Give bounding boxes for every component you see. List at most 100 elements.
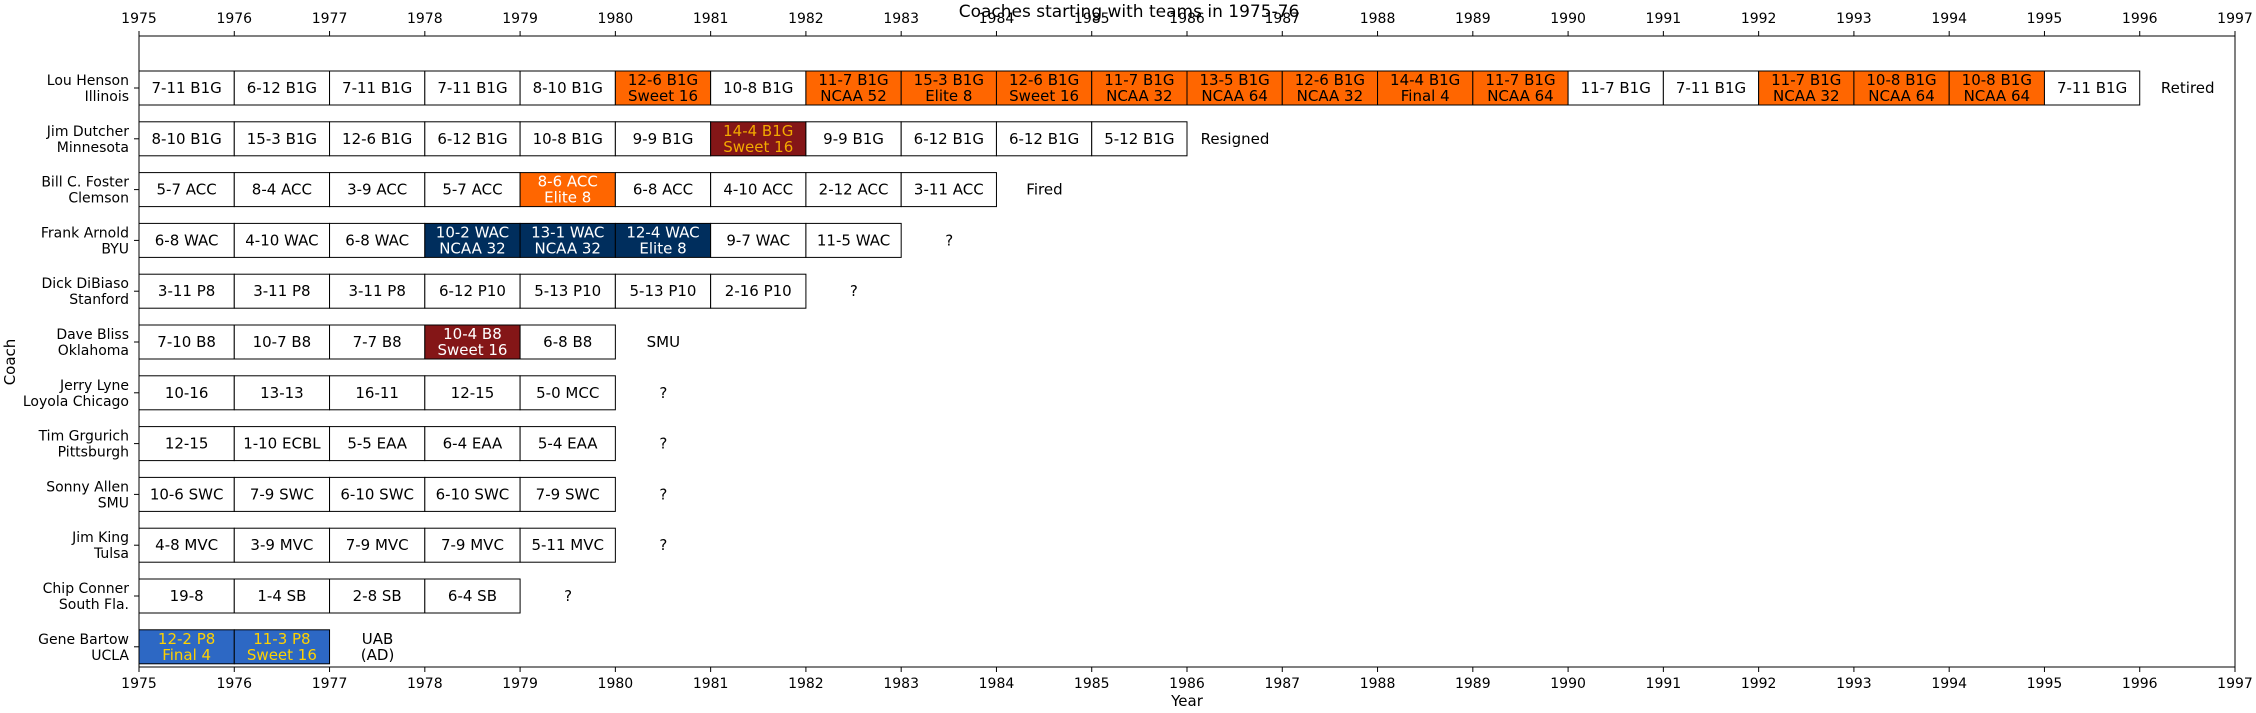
season-record: 11-5 WAC [817, 231, 890, 249]
season-postseason: NCAA 64 [1487, 87, 1554, 105]
season-postseason: Sweet 16 [247, 646, 317, 664]
season-record: 10-8 B1G [1866, 71, 1936, 89]
season-cell [1091, 121, 1188, 157]
season-record: 11-7 B1G [1581, 79, 1651, 97]
x-tick-label-bottom: 1985 [1074, 676, 1110, 692]
season-cell [710, 121, 807, 157]
coach-name: Chip Conner [43, 581, 130, 597]
x-tick-label-top: 1988 [1360, 11, 1396, 27]
team-name: Pittsburgh [58, 445, 129, 461]
x-tick-label-bottom: 1987 [1264, 676, 1300, 692]
x-tick-label-bottom: 1976 [216, 676, 252, 692]
season-cell [329, 426, 426, 462]
season-postseason: Final 4 [162, 646, 211, 664]
career-end-note: ? [659, 536, 667, 554]
season-record: 7-9 SWC [536, 485, 600, 503]
x-tick-label-bottom: 1984 [979, 676, 1015, 692]
career-end-note: ? [564, 587, 572, 605]
season-record: 7-9 MVC [346, 536, 409, 554]
season-cell [233, 222, 331, 258]
season-cell [614, 121, 712, 157]
x-tick-label-top: 1982 [788, 11, 824, 27]
season-postseason: NCAA 32 [534, 239, 601, 257]
x-tick-label-top: 1980 [598, 11, 634, 27]
x-tick-label-bottom: 1980 [598, 676, 634, 692]
career-end-note: Resigned [1201, 130, 1270, 148]
season-record: 7-7 B8 [353, 333, 402, 351]
x-tick-label-top: 1989 [1455, 11, 1491, 27]
career-end-note: Fired [1026, 181, 1062, 199]
team-name: Minnesota [57, 140, 129, 156]
season-cell [519, 527, 616, 563]
team-name: Loyola Chicago [23, 394, 129, 410]
season-record: 11-7 B1G [1104, 71, 1174, 89]
season-record: 1-10 ECBL [243, 435, 321, 453]
season-cell [519, 172, 616, 208]
season-record: 5-11 MVC [531, 536, 604, 554]
season-record: 8-4 ACC [252, 181, 312, 199]
season-cell [138, 121, 235, 157]
season-record: 4-10 ACC [723, 181, 793, 199]
season-cell [519, 70, 616, 106]
season-postseason: Elite 8 [544, 189, 591, 207]
chart-title: Coaches starting with teams in 1975-76 [959, 2, 1300, 22]
season-record: 12-15 [451, 384, 495, 402]
season-postseason: Elite 8 [925, 87, 972, 105]
season-cell [424, 70, 521, 106]
coach-name: Gene Bartow [38, 632, 129, 648]
team-name: Stanford [69, 292, 129, 308]
season-record: 5-5 EAA [347, 435, 407, 453]
x-tick-label-top: 1978 [407, 11, 443, 27]
season-record: 19-8 [170, 587, 204, 605]
coach-name: Tim Grgurich [38, 429, 129, 445]
season-cell [233, 629, 331, 665]
career-end-note: SMU [647, 333, 680, 351]
season-cell [1853, 70, 1950, 106]
season-cell [1948, 70, 2045, 106]
season-record: 3-11 P8 [158, 282, 215, 300]
x-tick-label-bottom: 1979 [502, 676, 538, 692]
season-record: 16-11 [355, 384, 399, 402]
season-cell [329, 324, 426, 360]
season-cell [614, 172, 712, 208]
coach-name: Frank Arnold [41, 225, 129, 241]
season-cell [710, 273, 807, 309]
x-tick-label-top: 1996 [2122, 11, 2158, 27]
x-tick-label-top: 1995 [2027, 11, 2063, 27]
x-tick-label-bottom: 1992 [1741, 676, 1777, 692]
x-tick-label-top: 1981 [693, 11, 729, 27]
season-postseason: Sweet 16 [723, 138, 793, 156]
team-name: Oklahoma [58, 343, 129, 359]
top-x-axis-ticks: 1975 1976 1977 1978 1979 1980 1981 1982 1983 1984… [121, 11, 2253, 36]
season-record: 6-8 B8 [543, 333, 592, 351]
season-cell [233, 324, 331, 360]
y-axis-label: Coach [1, 339, 19, 386]
season-cell [519, 375, 616, 411]
season-record: 8-10 B1G [151, 130, 221, 148]
x-tick-label-bottom: 1986 [1169, 676, 1205, 692]
season-cell [710, 70, 807, 106]
season-record: 10-4 B8 [443, 325, 502, 343]
season-cell [2043, 70, 2141, 106]
x-tick-label-top: 1992 [1741, 11, 1777, 27]
season-cell [519, 324, 616, 360]
career-end-note: ? [659, 384, 667, 402]
season-record: 2-8 SB [353, 587, 402, 605]
season-record: 12-6 B1G [628, 71, 698, 89]
season-record: 12-2 P8 [158, 630, 215, 648]
x-tick-label-top: 1990 [1550, 11, 1586, 27]
career-end-note-2: (AD) [361, 646, 395, 664]
season-record: 11-7 B1G [1485, 71, 1555, 89]
season-postseason: NCAA 64 [1201, 87, 1268, 105]
season-cell [233, 476, 331, 512]
season-cell [995, 121, 1093, 157]
coach-name: Sonny Allen [46, 479, 129, 495]
season-record: 10-6 SWC [150, 485, 224, 503]
season-cell [233, 172, 331, 208]
x-tick-label-top: 1979 [502, 11, 538, 27]
x-tick-label-top: 1976 [216, 11, 252, 27]
